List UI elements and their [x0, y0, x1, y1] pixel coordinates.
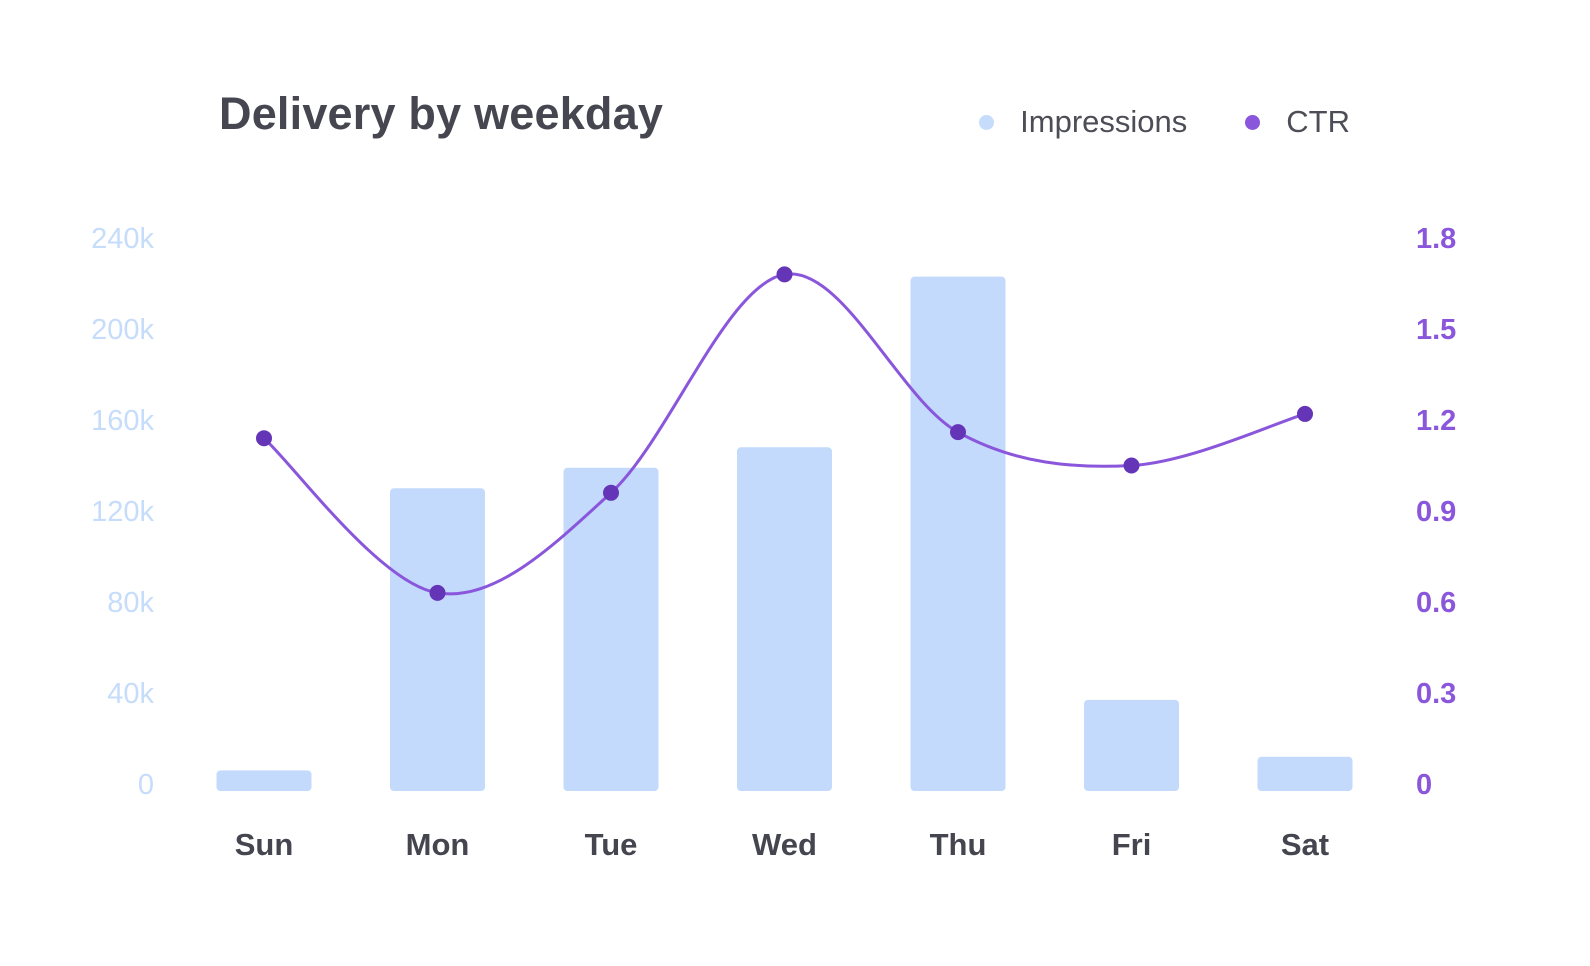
x-tick-label: Mon	[406, 827, 470, 862]
ctr-point-sat	[1297, 405, 1313, 422]
y-left-tick-label: 120k	[91, 496, 154, 528]
bar-thu	[910, 276, 1006, 791]
y-right-tick-label: 0	[1416, 769, 1432, 801]
bar-sun	[216, 770, 312, 791]
y-right-tick-label: 1.5	[1416, 314, 1456, 346]
y-left-tick-label: 80k	[107, 587, 154, 619]
bar-fri	[1084, 699, 1179, 791]
y-right-tick-label: 0.3	[1416, 678, 1456, 710]
y-axis-right: 0 0.3 0.6 0.9 1.2 1.5 1.8	[1416, 223, 1456, 801]
legend-swatch-ctr	[1245, 114, 1261, 130]
y-right-tick-label: 1.2	[1416, 405, 1456, 437]
y-left-tick-label: 160k	[91, 405, 154, 437]
legend-item-ctr[interactable]: CTR	[1245, 104, 1350, 140]
x-axis: Sun Mon Tue Wed Thu Fri Sat	[235, 827, 1329, 862]
y-left-tick-label: 240k	[91, 223, 154, 255]
legend-item-impressions[interactable]: Impressions	[979, 104, 1187, 140]
y-right-tick-label: 0.9	[1416, 496, 1456, 528]
y-left-tick-label: 40k	[107, 678, 154, 710]
x-tick-label: Sat	[1281, 827, 1329, 862]
legend-label-ctr: CTR	[1286, 104, 1350, 139]
x-tick-label: Tue	[585, 827, 638, 862]
y-axis-left: 0 40k 80k 120k 160k 200k 240k	[91, 223, 154, 801]
x-tick-label: Fri	[1112, 827, 1152, 862]
y-left-tick-label: 200k	[91, 314, 154, 346]
x-tick-label: Thu	[930, 827, 987, 862]
y-right-tick-label: 0.6	[1416, 587, 1456, 619]
bar-tue	[563, 467, 659, 791]
legend-swatch-impressions	[979, 114, 995, 130]
impressions-bars	[216, 276, 1353, 791]
x-tick-label: Wed	[752, 827, 817, 862]
ctr-point-tue	[603, 484, 619, 501]
y-left-tick-label: 0	[138, 769, 154, 801]
ctr-point-fri	[1123, 457, 1140, 474]
bar-sat	[1257, 756, 1353, 791]
ctr-point-sun	[256, 430, 272, 447]
ctr-point-mon	[429, 584, 446, 601]
x-tick-label: Sun	[235, 827, 294, 862]
legend-label-impressions: Impressions	[1020, 104, 1188, 139]
ctr-point-thu	[950, 424, 966, 441]
bar-mon	[390, 488, 485, 791]
legend: Impressions CTR	[921, 104, 1350, 140]
bar-wed	[737, 447, 832, 791]
ctr-points	[256, 266, 1313, 601]
y-right-tick-label: 1.8	[1416, 223, 1456, 255]
ctr-point-wed	[776, 266, 793, 283]
chart-title: Delivery by weekday	[219, 88, 664, 139]
